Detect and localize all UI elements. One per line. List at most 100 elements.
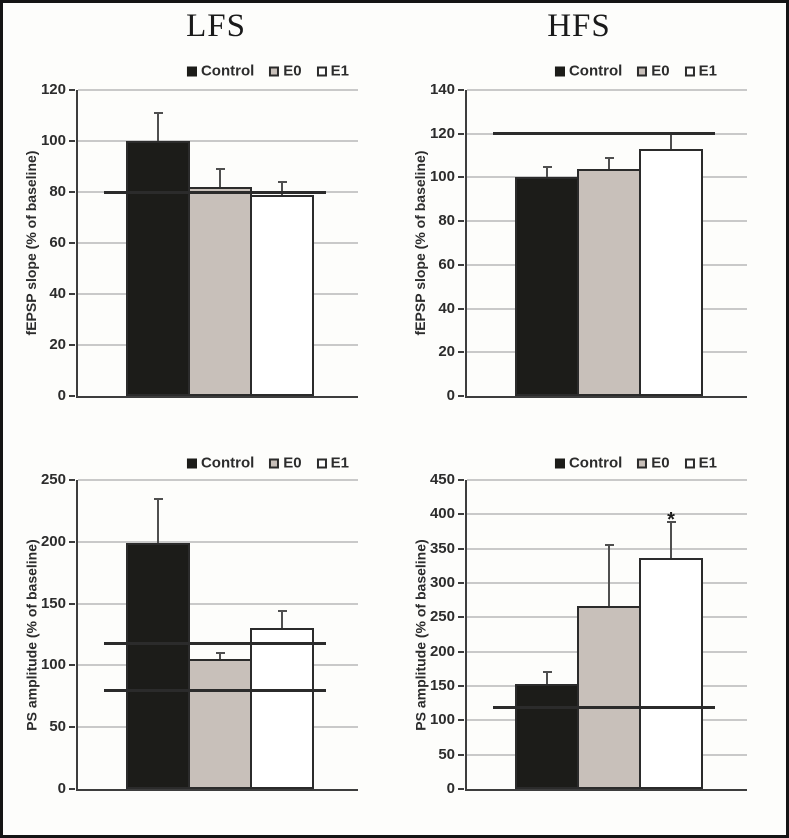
gridline <box>467 479 747 481</box>
bar-e0 <box>577 169 641 396</box>
legend-label: E1 <box>330 454 350 472</box>
y-axis-tick-label: 0 <box>57 387 66 404</box>
error-bar <box>219 653 221 660</box>
gridline <box>78 140 358 142</box>
legend-swatch-e1 <box>684 458 695 468</box>
bar-control <box>126 543 190 789</box>
error-bar <box>670 133 672 149</box>
legend-label: Control <box>200 62 255 80</box>
y-axis-tick-label: 100 <box>429 168 455 186</box>
error-bar-cap <box>604 544 614 547</box>
legend-swatch-e0 <box>269 458 280 468</box>
legend-swatch-control <box>554 458 565 468</box>
legend-item-e1: E1 <box>316 454 350 472</box>
bar-control <box>126 141 190 396</box>
y-axis-tick-label: 0 <box>446 780 455 797</box>
y-axis-tick <box>458 89 464 92</box>
column-title-hfs: HFS <box>547 8 611 44</box>
y-axis-tick-label: 50 <box>438 745 455 763</box>
y-axis-tick <box>458 263 464 266</box>
y-axis-line <box>465 90 467 396</box>
error-bar <box>608 545 610 607</box>
legend-swatch-control <box>554 66 565 76</box>
y-axis-tick <box>458 513 464 516</box>
error-bar <box>157 498 159 544</box>
error-bar-cap <box>666 520 676 523</box>
y-axis-tick <box>458 307 464 310</box>
legend-swatch-e1 <box>316 66 327 76</box>
legend-label: E0 <box>283 62 302 80</box>
legend-label: E1 <box>698 62 718 80</box>
y-axis-tick-label: 80 <box>49 183 66 200</box>
y-axis-tick-label: 150 <box>40 594 66 612</box>
y-axis-tick <box>458 547 464 550</box>
bar-e1 <box>639 558 703 789</box>
y-axis-title: PS amplitude (% of baseline) <box>412 539 428 731</box>
y-axis-tick-label: 60 <box>49 234 66 251</box>
gridline <box>78 479 358 481</box>
legend-item-e1: E1 <box>684 62 718 80</box>
legend-item-control: Control <box>554 454 623 472</box>
x-axis-line <box>76 396 358 398</box>
y-axis-tick <box>458 685 464 687</box>
legend-swatch-e0 <box>637 66 648 76</box>
y-axis-line <box>76 480 78 789</box>
chart-lfs-fepsp-slope: 0 20 40 60 80 100 120 <box>41 82 358 404</box>
reference-line <box>104 688 326 692</box>
y-axis-tick <box>458 753 464 756</box>
y-axis-tick <box>69 479 75 481</box>
y-axis-tick-label: 50 <box>49 718 66 736</box>
error-bar <box>281 181 283 195</box>
y-axis-tick <box>458 132 464 135</box>
gridline <box>78 540 358 543</box>
y-axis-tick-label: 20 <box>438 343 455 361</box>
chart-hfs-ps-amplitude: 0 50 100 150 200 250 300 350 400 450 * <box>430 472 747 797</box>
y-axis-tick-label: 350 <box>429 539 455 557</box>
y-axis-tick <box>458 650 464 653</box>
bar-e0 <box>188 659 252 789</box>
legend: Control E0 E1 <box>554 62 718 80</box>
legend-item-e0: E0 <box>269 62 302 80</box>
y-axis-title: fEPSP slope (% of baseline) <box>23 150 39 336</box>
legend-item-e1: E1 <box>316 63 349 80</box>
legend: Control E0 E1 <box>186 454 350 472</box>
legend-label: Control <box>568 454 623 472</box>
legend-label: E0 <box>651 454 670 472</box>
legend-swatch-e1 <box>684 66 695 76</box>
y-axis-tick <box>458 351 464 354</box>
y-axis-tick-label: 150 <box>429 677 455 694</box>
legend-item-e0: E0 <box>269 454 302 472</box>
legend-swatch-e0 <box>637 458 648 468</box>
error-bar-cap <box>277 610 287 613</box>
column-title-lfs: LFS <box>186 8 246 44</box>
y-axis-title: fEPSP slope (% of baseline) <box>412 150 428 336</box>
reference-line <box>104 190 326 194</box>
error-bar <box>219 169 221 187</box>
y-axis-tick-label: 80 <box>438 212 455 230</box>
y-axis-tick <box>458 176 464 179</box>
legend-label: E0 <box>651 62 670 80</box>
y-axis-tick <box>69 602 75 605</box>
legend-item-e0: E0 <box>637 454 670 472</box>
error-bar-cap <box>542 165 552 168</box>
y-axis-tick <box>69 726 75 729</box>
y-axis-tick <box>69 788 75 790</box>
legend-label: E0 <box>283 454 302 472</box>
gridline <box>78 602 358 605</box>
bar-e0 <box>577 606 641 789</box>
chart-lfs-ps-amplitude: 0 50 100 150 200 250 <box>41 472 358 797</box>
error-bar-cap <box>215 168 225 171</box>
x-axis-line <box>465 789 747 791</box>
error-bar-cap <box>542 671 552 674</box>
y-axis-tick-label: 20 <box>49 336 66 353</box>
y-axis-tick <box>69 293 75 295</box>
error-bar <box>546 672 548 684</box>
significance-asterisk: * <box>667 509 675 532</box>
error-bar-cap <box>153 111 163 114</box>
y-axis-tick <box>69 191 75 193</box>
y-axis-tick <box>458 479 464 481</box>
chart-hfs-fepsp-slope: 0 20 40 60 80 100 120 140 <box>430 82 747 404</box>
y-axis-tick-label: 250 <box>40 471 66 488</box>
gridline <box>78 89 358 91</box>
